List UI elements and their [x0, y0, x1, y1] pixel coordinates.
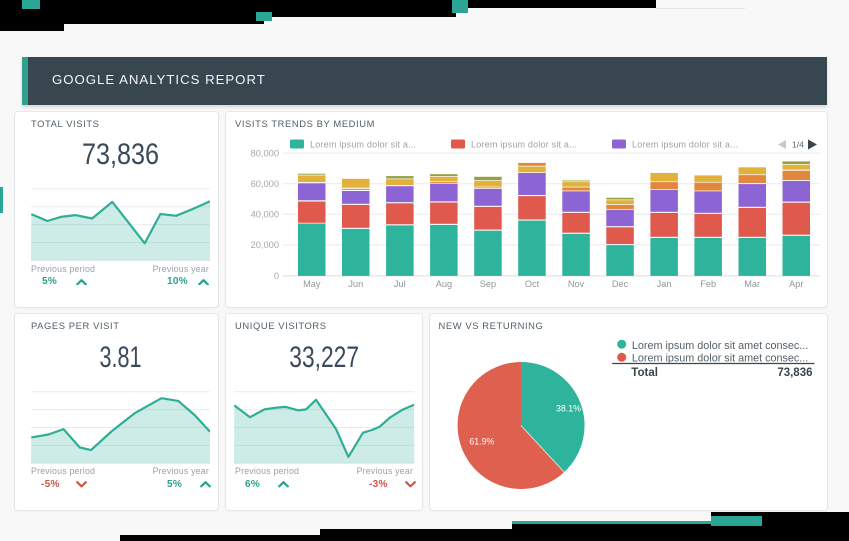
svg-text:80,000: 80,000	[251, 148, 279, 158]
svg-text:Lorem ipsum dolor sit a...: Lorem ipsum dolor sit a...	[471, 139, 577, 149]
svg-text:Total: Total	[631, 367, 658, 379]
svg-text:Nov: Nov	[568, 279, 585, 289]
svg-text:1/4: 1/4	[792, 139, 804, 149]
svg-text:May: May	[303, 279, 321, 289]
svg-text:Aug: Aug	[436, 279, 452, 289]
svg-text:Lorem ipsum dolor sit a...: Lorem ipsum dolor sit a...	[310, 139, 416, 149]
svg-text:20,000: 20,000	[251, 240, 279, 250]
svg-text:73,836: 73,836	[777, 367, 812, 379]
svg-text:Oct: Oct	[525, 279, 540, 289]
svg-text:Dec: Dec	[612, 279, 629, 289]
svg-text:Mar: Mar	[744, 279, 760, 289]
svg-text:Jun: Jun	[348, 279, 363, 289]
svg-text:Lorem ipsum dolor sit a...: Lorem ipsum dolor sit a...	[632, 139, 738, 149]
svg-text:38.1%: 38.1%	[556, 403, 581, 413]
svg-text:61.9%: 61.9%	[469, 436, 494, 446]
svg-text:Jul: Jul	[394, 279, 406, 289]
svg-text:60,000: 60,000	[251, 179, 279, 189]
svg-text:40,000: 40,000	[251, 209, 279, 219]
svg-text:0: 0	[274, 271, 279, 281]
svg-text:Lorem ipsum dolor sit amet con: Lorem ipsum dolor sit amet consec...	[631, 340, 807, 352]
svg-text:Apr: Apr	[789, 279, 803, 289]
svg-text:Jan: Jan	[657, 279, 672, 289]
svg-text:Sep: Sep	[480, 279, 496, 289]
svg-text:Feb: Feb	[700, 279, 716, 289]
svg-text:Lorem ipsum dolor sit amet con: Lorem ipsum dolor sit amet consec...	[631, 353, 807, 365]
